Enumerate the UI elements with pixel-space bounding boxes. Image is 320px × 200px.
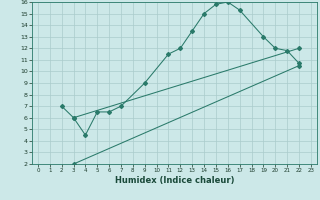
X-axis label: Humidex (Indice chaleur): Humidex (Indice chaleur)	[115, 176, 234, 185]
